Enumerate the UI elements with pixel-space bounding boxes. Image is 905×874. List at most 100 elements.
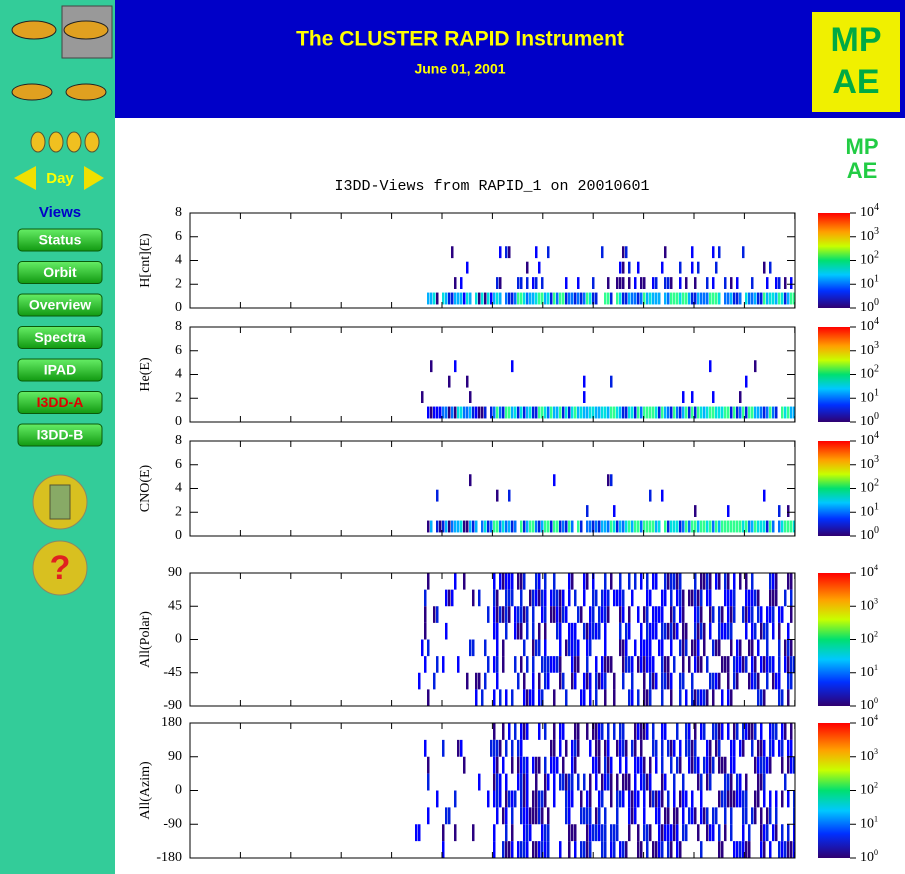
spectrogram-cell [721, 756, 724, 774]
nav-button[interactable]: Orbit [17, 261, 103, 284]
spectrogram-cell [607, 773, 610, 791]
spectrogram-cell [640, 406, 643, 419]
spectrogram-cell [427, 689, 430, 706]
spectrogram-cell [634, 406, 637, 419]
spectrogram-cell [433, 406, 436, 419]
spectrogram-cell [736, 841, 739, 858]
nav-button[interactable]: I3DD-B [17, 423, 103, 447]
spectrogram-cell [766, 622, 769, 640]
spectrogram-cell [724, 773, 727, 791]
spectrogram-cell [562, 606, 565, 623]
all-satellites[interactable] [30, 131, 100, 153]
spectrogram-cell [427, 573, 430, 590]
spectrogram-cell [766, 672, 769, 690]
day-label: Day [46, 170, 74, 187]
spectrogram-cell [505, 841, 508, 858]
spectrogram-cell [640, 622, 643, 640]
spectrogram-cell [496, 606, 499, 623]
spectrogram-cell [679, 756, 682, 774]
spectrogram-cell [547, 841, 550, 858]
spectrogram-cell [514, 622, 517, 640]
spectrogram-cell [760, 689, 763, 706]
satellite-icons[interactable] [11, 5, 113, 101]
spectrogram-cell [547, 807, 550, 825]
spectrogram-cell [538, 807, 541, 825]
spectrogram-cell [463, 292, 466, 305]
spectrogram-cell [544, 406, 547, 419]
spectrogram-cell [772, 656, 775, 673]
spectrogram-cell [565, 739, 568, 757]
spectrogram-cell [445, 406, 448, 419]
spectrogram-cell [559, 723, 562, 740]
colorbar-exponent: 2 [874, 780, 878, 789]
spectrogram-cell [700, 723, 703, 740]
spectrogram-cell [778, 656, 781, 673]
spectrogram-cell [763, 790, 766, 808]
spectrogram-cell [637, 689, 640, 706]
colorbar-label: 103 [860, 226, 879, 244]
spectrogram-cell [610, 756, 613, 774]
spectrogram-cell [538, 261, 541, 274]
spectrogram-cell [763, 773, 766, 791]
spectrogram-cell [556, 292, 559, 305]
spectrogram-cell [592, 824, 595, 842]
spectrogram-cell [544, 639, 547, 657]
spectrogram-cell [553, 739, 556, 757]
spectrogram-cell [646, 824, 649, 842]
spectrogram-cell [610, 292, 613, 305]
spectrogram-cell [667, 406, 670, 419]
y-tick-label: 0 [175, 783, 182, 798]
spectrogram-cell [652, 790, 655, 808]
help-icon[interactable]: ? [32, 540, 88, 596]
spectrogram-cell [718, 790, 721, 808]
spectrogram-cell [568, 790, 571, 808]
spectrogram-cell [742, 520, 745, 533]
spectrogram-cell [532, 790, 535, 808]
prev-day[interactable] [14, 166, 36, 190]
y-axis-label: He(E) [138, 357, 153, 392]
spectrogram-cell [766, 406, 769, 419]
nav-button[interactable]: Spectra [17, 326, 103, 349]
spectrogram-cell [622, 589, 625, 607]
next-day[interactable] [84, 166, 104, 190]
nav-button[interactable]: I3DD-A [17, 391, 103, 414]
spectrogram-cell [535, 807, 538, 825]
spectrogram-cell [526, 824, 529, 842]
spectrogram-cell [568, 824, 571, 842]
nav-button[interactable]: Status [17, 228, 103, 252]
exit-icon[interactable] [32, 474, 88, 530]
spectrogram-cell [601, 246, 604, 259]
spectrogram-cell [589, 841, 592, 858]
spectrogram-cell [469, 292, 472, 305]
spectrogram-cell [532, 277, 535, 289]
spectrogram-cell [604, 672, 607, 690]
spectrogram-cell [505, 824, 508, 842]
spectrogram-cell [424, 589, 427, 607]
spectrogram-cell [430, 406, 433, 419]
spectrogram-cell [619, 277, 622, 289]
spectrogram-cell [700, 689, 703, 706]
spectrogram-cell [748, 606, 751, 623]
spectrogram-cell [436, 406, 439, 419]
spectrogram-cell [676, 292, 679, 305]
colorbar-label: 100 [860, 297, 879, 315]
spectrogram-cell [679, 739, 682, 757]
spectrogram-cell [577, 292, 580, 305]
nav-button[interactable]: Overview [17, 293, 103, 317]
spectrogram-cell [664, 277, 667, 289]
spectrogram-cell [790, 292, 793, 305]
spectrogram-cell [694, 656, 697, 673]
spectrogram-cell [520, 739, 523, 757]
spectrogram-cell [682, 606, 685, 623]
spectrogram-cell [562, 773, 565, 791]
spectrogram-cell [424, 656, 427, 673]
spectrogram-cell [724, 406, 727, 419]
nav-button[interactable]: IPAD [17, 358, 103, 382]
colorbar-label: 103 [860, 596, 878, 613]
spectrogram-cell [538, 622, 541, 640]
spectrogram-cell [772, 406, 775, 419]
spectrogram-cell [571, 639, 574, 657]
spectrogram-cell [643, 656, 646, 673]
spectrogram-cell [769, 589, 772, 607]
